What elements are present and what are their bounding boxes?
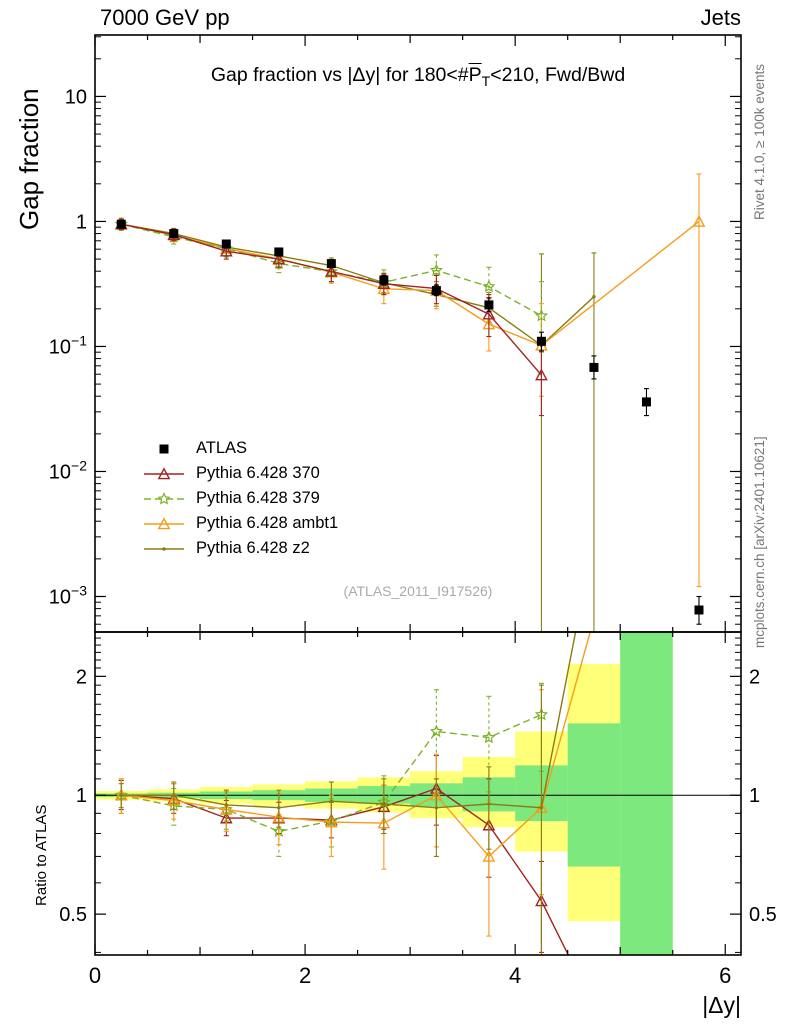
mcplots-credit-caption: mcplots.cern.ch [arXiv:2401.10621] [752, 436, 767, 648]
svg-text:10−1: 10−1 [49, 332, 87, 358]
x-axis-label: |Δy| [702, 992, 741, 1018]
legend-label: ATLAS [196, 439, 248, 457]
svg-text:0.5: 0.5 [59, 904, 87, 926]
legend-marker-square-icon [159, 444, 169, 453]
legend: ATLAS Pythia 6.428 370 Pythia 6.428 379 Pyt… [142, 436, 338, 561]
legend-label: Pythia 6.428 z2 [196, 539, 310, 557]
plot-title: Gap fraction vs |Δy| for 180<#PT<210, Fw… [95, 64, 741, 89]
beam-info: 7000 GeV pp [100, 5, 230, 30]
rivet-version-caption: Rivet 4.1.0, ≥ 100k events [752, 64, 767, 220]
legend-marker-dot-icon [144, 546, 184, 551]
legend-item: Pythia 6.428 z2 [142, 536, 338, 561]
legend-item: Pythia 6.428 370 [142, 461, 338, 486]
plot-title-pbar: P [468, 64, 482, 86]
legend-marker-triangle-icon [144, 466, 184, 479]
plot-title-post: <210, Fwd/Bwd [490, 64, 626, 86]
ratio-y-axis-label: Ratio to ATLAS [33, 804, 50, 906]
svg-text:1: 1 [76, 785, 87, 807]
plot-title-pre: Gap fraction vs |Δy| for 180<# [210, 64, 469, 86]
watermark: (ATLAS_2011_I917526) [343, 583, 493, 599]
legend-marker-star-icon [144, 491, 184, 505]
svg-text:0.5: 0.5 [749, 904, 777, 926]
svg-text:10: 10 [65, 86, 87, 108]
legend-label: Pythia 6.428 379 [196, 489, 320, 507]
legend-item: Pythia 6.428 ambt1 [142, 511, 338, 536]
legend-item: ATLAS [142, 436, 338, 461]
main-y-axis-label: Gap fraction [14, 88, 44, 230]
legend-label: Pythia 6.428 370 [196, 464, 320, 482]
svg-text:2: 2 [749, 666, 760, 688]
analysis-group: Jets [700, 5, 741, 30]
svg-text:1: 1 [76, 211, 87, 233]
svg-text:10−3: 10−3 [49, 582, 87, 608]
svg-text:1: 1 [749, 785, 760, 807]
legend-label: Pythia 6.428 ambt1 [196, 514, 339, 532]
svg-text:0: 0 [89, 963, 101, 988]
svg-text:4: 4 [509, 963, 521, 988]
svg-text:6: 6 [719, 963, 731, 988]
svg-text:2: 2 [299, 963, 311, 988]
svg-text:2: 2 [76, 666, 87, 688]
plot-title-sub: T [481, 72, 491, 89]
legend-item: Pythia 6.428 379 [142, 486, 338, 511]
legend-marker-triangle-icon [144, 516, 184, 529]
svg-text:10−2: 10−2 [49, 457, 87, 483]
